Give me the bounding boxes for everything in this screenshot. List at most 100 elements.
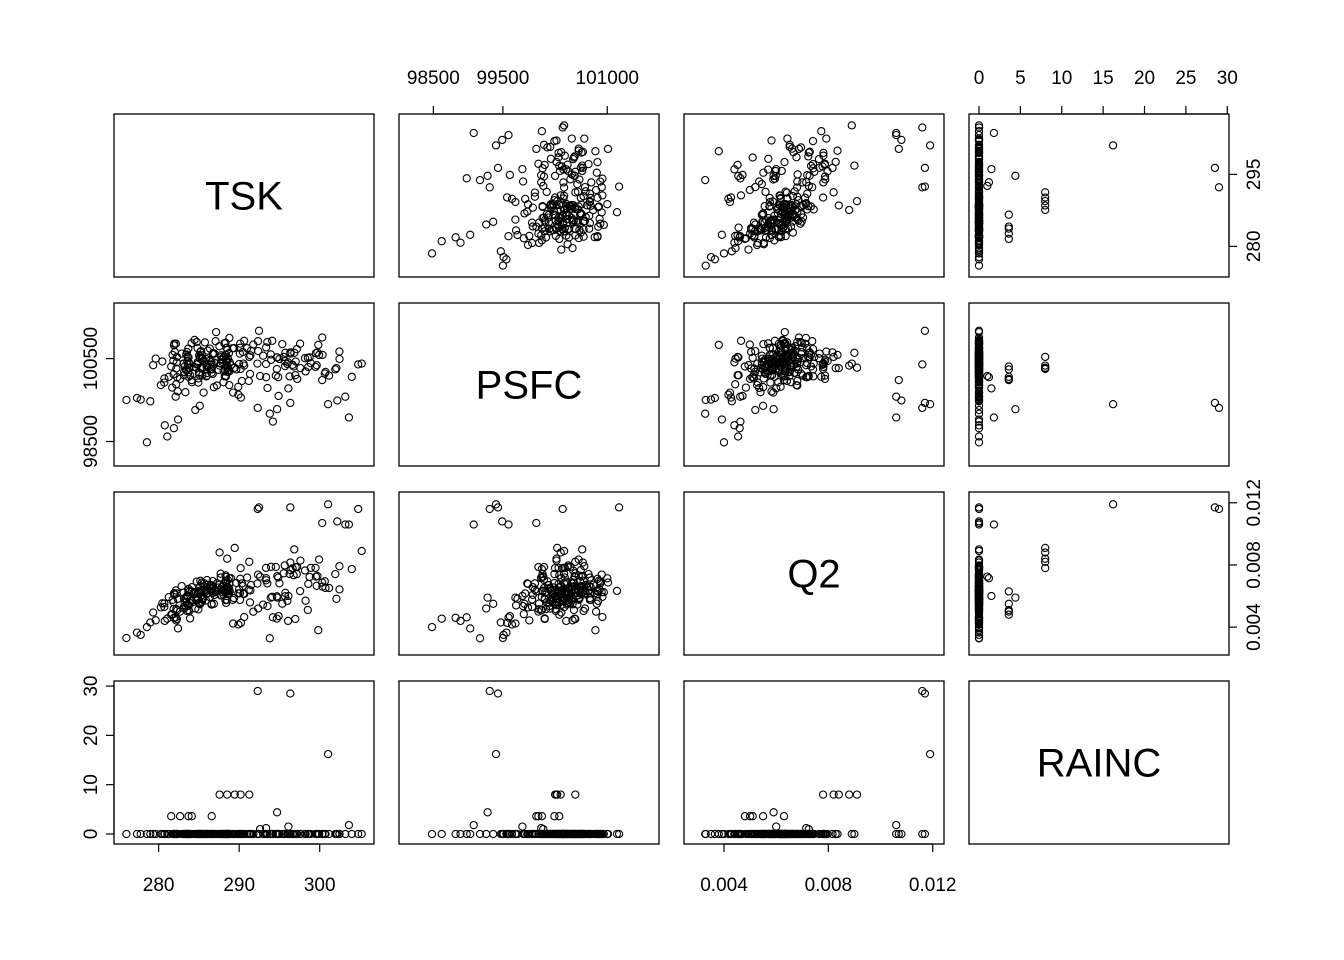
data-point: [603, 829, 613, 839]
data-point: [748, 353, 757, 362]
data-point: [200, 829, 209, 839]
data-point: [798, 178, 807, 187]
data-point: [920, 829, 930, 839]
data-point: [437, 829, 446, 839]
data-point: [175, 607, 185, 616]
data-point: [540, 829, 549, 839]
data-point: [756, 226, 765, 235]
data-point: [781, 187, 790, 196]
data-point: [518, 822, 527, 831]
data-point: [748, 829, 757, 839]
panel-frame: [113, 113, 375, 278]
data-point: [190, 335, 199, 345]
data-point: [304, 579, 313, 589]
data-point: [538, 586, 547, 595]
data-point: [173, 415, 183, 424]
data-point: [546, 142, 555, 152]
data-point: [236, 364, 245, 374]
data-point: [211, 337, 220, 346]
data-point: [759, 374, 768, 383]
data-point: [507, 620, 517, 629]
data-point: [793, 337, 802, 347]
data-point: [229, 344, 239, 353]
data-point: [511, 601, 521, 610]
data-point: [745, 185, 754, 195]
data-point: [584, 159, 593, 169]
data-point: [184, 344, 193, 353]
data-point: [818, 162, 827, 171]
panel-tsk-vs-psfc: [398, 113, 660, 278]
data-point: [249, 340, 258, 349]
data-point: [253, 579, 262, 588]
data-point: [761, 187, 770, 197]
data-point: [171, 392, 180, 401]
data-point: [553, 543, 562, 553]
data-point: [523, 240, 533, 250]
data-point: [530, 579, 540, 588]
data-point: [1004, 365, 1013, 374]
data-point: [736, 829, 745, 839]
data-point: [974, 392, 984, 401]
panel-frame: [683, 491, 945, 656]
data-point: [280, 592, 290, 601]
data-point: [341, 829, 350, 839]
data-point: [160, 374, 169, 383]
data-point: [550, 812, 559, 821]
data-point: [776, 829, 786, 839]
data-point: [511, 215, 520, 224]
data-point: [537, 127, 547, 136]
data-point: [335, 347, 344, 356]
data-point: [482, 220, 491, 229]
data-point: [504, 520, 513, 529]
data-point: [357, 829, 366, 839]
data-point: [333, 517, 342, 526]
data-point: [918, 829, 927, 839]
data-point: [568, 616, 577, 625]
data-point: [173, 624, 183, 633]
data-point: [974, 211, 984, 220]
panel-psfc-vs-rainc: [968, 302, 1230, 467]
data-point: [312, 361, 321, 370]
data-point: [200, 357, 209, 367]
data-point: [757, 351, 766, 360]
data-point: [427, 249, 437, 258]
data-point: [261, 823, 271, 833]
data-point: [240, 829, 249, 839]
data-point: [189, 362, 199, 372]
data-point: [537, 178, 546, 187]
data-point: [491, 749, 501, 759]
data-point: [274, 573, 283, 582]
data-point: [499, 630, 508, 640]
data-point: [253, 570, 263, 579]
data-point: [205, 829, 215, 839]
data-point: [847, 359, 856, 368]
data-point: [571, 167, 580, 176]
data-point: [780, 351, 789, 360]
data-point: [557, 245, 566, 254]
data-point: [132, 829, 142, 839]
panel-psfc-vs-q2: [683, 302, 945, 467]
data-point: [274, 373, 283, 382]
data-point: [603, 144, 613, 154]
panel-rainc-vs-tsk: [113, 680, 375, 845]
data-point: [974, 165, 984, 174]
data-point: [925, 141, 935, 150]
data-point: [550, 193, 560, 202]
data-point: [291, 614, 300, 624]
data-point: [504, 613, 513, 622]
data-point: [768, 344, 777, 353]
panel-q2-vs-psfc: [398, 491, 660, 656]
data-point: [354, 360, 363, 369]
data-point: [766, 378, 775, 387]
data-point: [217, 355, 226, 364]
data-point: [774, 203, 783, 212]
data-point: [146, 618, 155, 627]
data-point: [502, 618, 512, 628]
data-point: [974, 432, 984, 441]
data-point: [771, 364, 780, 374]
data-point: [528, 222, 537, 231]
data-point: [717, 230, 727, 239]
data-point: [578, 829, 587, 839]
data-point: [989, 128, 999, 138]
data-point: [831, 829, 840, 839]
